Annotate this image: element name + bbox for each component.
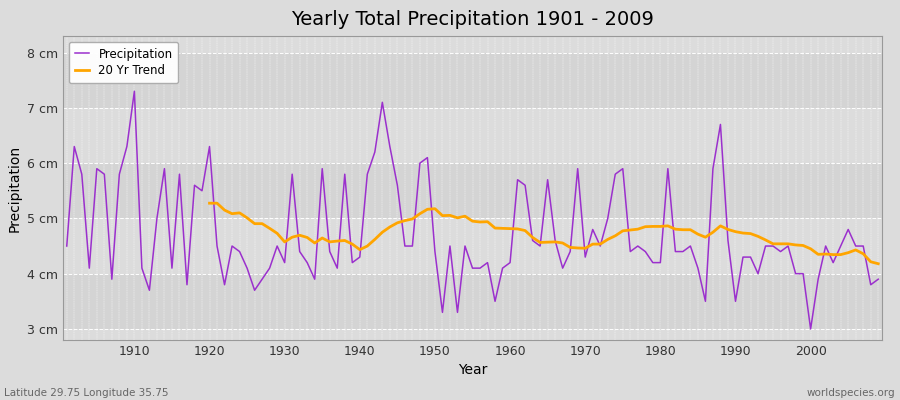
20 Yr Trend	[294, 233, 305, 238]
Precipitation	[806, 326, 816, 331]
20 Yr Trend	[670, 227, 680, 232]
Precipitation	[602, 216, 613, 221]
Legend: Precipitation, 20 Yr Trend: Precipitation, 20 Yr Trend	[69, 42, 178, 83]
Text: Latitude 29.75 Longitude 35.75: Latitude 29.75 Longitude 35.75	[4, 388, 169, 398]
Precipitation	[873, 277, 884, 282]
20 Yr Trend	[760, 238, 771, 242]
Bar	[63, 163, 882, 218]
20 Yr Trend	[873, 261, 884, 266]
Precipitation	[61, 244, 72, 248]
Line: 20 Yr Trend: 20 Yr Trend	[210, 203, 878, 264]
20 Yr Trend	[775, 242, 786, 246]
X-axis label: Year: Year	[458, 364, 487, 378]
20 Yr Trend	[204, 201, 215, 206]
Bar	[63, 274, 882, 329]
Title: Yearly Total Precipitation 1901 - 2009: Yearly Total Precipitation 1901 - 2009	[291, 10, 654, 29]
Precipitation	[505, 260, 516, 265]
Precipitation	[294, 249, 305, 254]
Precipitation	[512, 177, 523, 182]
Line: Precipitation: Precipitation	[67, 91, 878, 329]
Precipitation	[129, 89, 140, 94]
20 Yr Trend	[842, 250, 853, 255]
20 Yr Trend	[407, 216, 418, 221]
Precipitation	[339, 172, 350, 176]
Precipitation	[122, 144, 132, 149]
Bar	[63, 52, 882, 108]
Text: worldspecies.org: worldspecies.org	[807, 388, 896, 398]
Y-axis label: Precipitation: Precipitation	[7, 144, 22, 232]
